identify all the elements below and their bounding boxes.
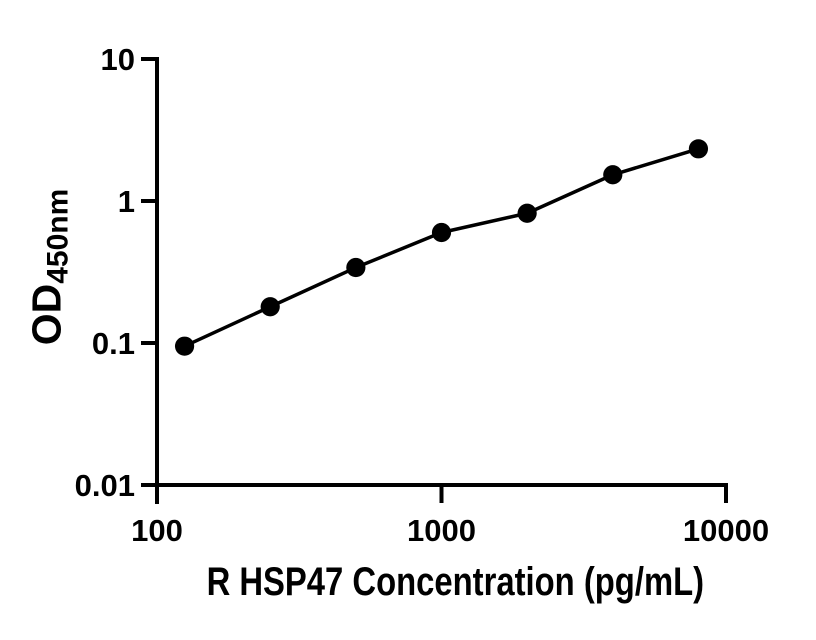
data-point bbox=[174, 336, 195, 356]
data-point bbox=[346, 257, 366, 278]
y-axis-label: OD 450nm bbox=[23, 189, 75, 346]
x-axis-label: R HSP47 Concentration (pg/mL) bbox=[206, 560, 705, 604]
y-axis-label-main: OD bbox=[23, 283, 70, 346]
y-tick-label: 0.01 bbox=[75, 468, 135, 503]
data-point bbox=[260, 297, 280, 317]
data-point bbox=[431, 222, 452, 243]
data-point bbox=[603, 165, 623, 185]
y-tick-label: 10 bbox=[101, 42, 135, 77]
y-axis-label-subscript: 450nm bbox=[41, 188, 75, 284]
x-tick-label: 1000 bbox=[407, 513, 476, 548]
x-tick-label: 100 bbox=[131, 513, 183, 548]
y-tick-label: 0.1 bbox=[92, 326, 135, 361]
x-tick-label: 10000 bbox=[683, 513, 769, 548]
y-tick-label: 1 bbox=[118, 184, 135, 219]
data-point bbox=[517, 203, 537, 223]
data-point bbox=[688, 139, 709, 159]
